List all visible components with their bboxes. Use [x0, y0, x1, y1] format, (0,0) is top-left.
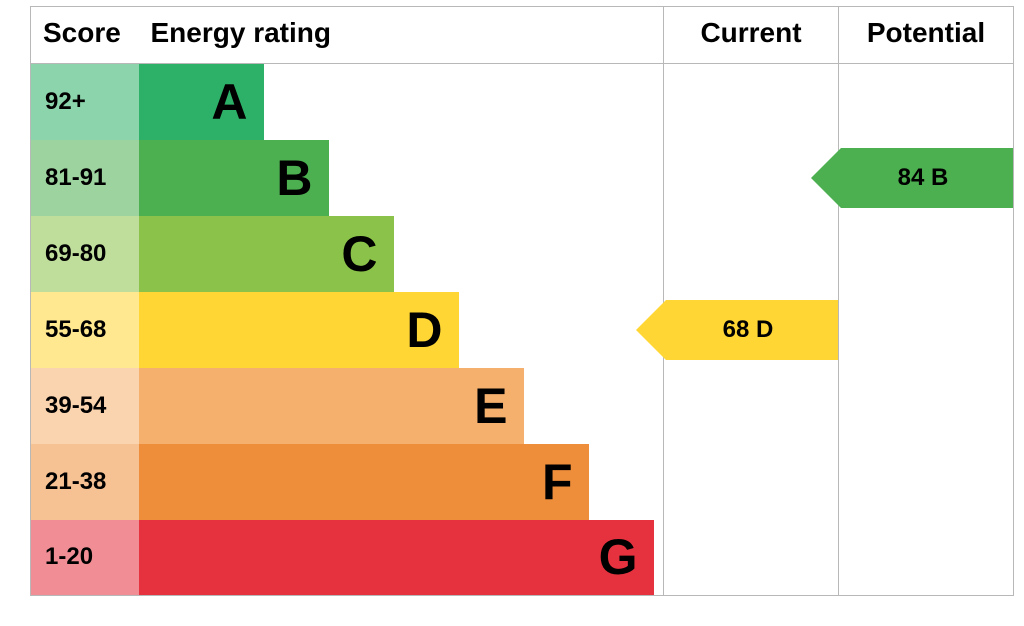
rating-bar-cell: E — [139, 368, 664, 444]
potential-cell — [839, 444, 1014, 520]
score-range: 39-54 — [45, 392, 106, 419]
rating-bar-cell: F — [139, 444, 664, 520]
epc-table: Score Energy rating Current Potential 92… — [30, 6, 1014, 596]
score-cell: 21-38 — [31, 444, 139, 520]
potential-cell — [839, 64, 1014, 140]
band-row: 21-38 F — [31, 444, 1014, 520]
band-row: 55-68 D 68 D — [31, 292, 1014, 368]
potential-cell: 84 B — [839, 140, 1014, 216]
col-header-potential: Potential — [839, 7, 1014, 64]
rating-bar: F — [139, 444, 589, 520]
band-row: 81-91 B 84 B — [31, 140, 1014, 216]
score-range: 81-91 — [45, 164, 106, 191]
epc-chart: Score Energy rating Current Potential 92… — [0, 0, 1024, 626]
score-range: 69-80 — [45, 240, 106, 267]
band-row: 92+ A — [31, 64, 1014, 140]
col-header-score: Score — [31, 7, 139, 64]
score-range: 55-68 — [45, 316, 106, 343]
rating-bar: C — [139, 216, 394, 292]
score-cell: 92+ — [31, 64, 139, 140]
rating-bar-cell: B — [139, 140, 664, 216]
pointer-arrow-icon — [811, 148, 841, 208]
current-cell — [664, 64, 839, 140]
score-range: 92+ — [45, 88, 86, 115]
rating-bar-cell: G — [139, 520, 664, 596]
potential-cell — [839, 520, 1014, 596]
rating-bar-cell: A — [139, 64, 664, 140]
score-cell: 81-91 — [31, 140, 139, 216]
rating-bar: G — [139, 520, 654, 596]
potential-cell — [839, 292, 1014, 368]
potential-cell — [839, 368, 1014, 444]
pointer-arrow-icon — [636, 300, 666, 360]
rating-bar-cell: D — [139, 292, 664, 368]
pointer-label: 84 B — [841, 148, 1013, 208]
score-cell: 1-20 — [31, 520, 139, 596]
rating-bar: E — [139, 368, 524, 444]
col-header-current: Current — [664, 7, 839, 64]
epc-rows: 92+A81-91B84 B69-80C55-68D68 D39-54E21-3… — [31, 64, 1014, 596]
current-pointer: 68 D — [636, 300, 838, 360]
current-cell — [664, 520, 839, 596]
score-cell: 69-80 — [31, 216, 139, 292]
current-cell — [664, 444, 839, 520]
band-row: 69-80 C — [31, 216, 1014, 292]
score-range: 21-38 — [45, 468, 106, 495]
potential-pointer: 84 B — [811, 148, 1013, 208]
rating-bar: D — [139, 292, 459, 368]
score-cell: 55-68 — [31, 292, 139, 368]
rating-bar: A — [139, 64, 264, 140]
potential-cell — [839, 216, 1014, 292]
rating-bar: B — [139, 140, 329, 216]
band-row: 1-20 G — [31, 520, 1014, 596]
score-cell: 39-54 — [31, 368, 139, 444]
col-header-rating: Energy rating — [139, 7, 664, 64]
current-cell — [664, 368, 839, 444]
score-range: 1-20 — [45, 543, 93, 570]
band-row: 39-54 E — [31, 368, 1014, 444]
current-cell: 68 D — [664, 292, 839, 368]
rating-bar-cell: C — [139, 216, 664, 292]
current-cell — [664, 216, 839, 292]
pointer-label: 68 D — [666, 300, 838, 360]
